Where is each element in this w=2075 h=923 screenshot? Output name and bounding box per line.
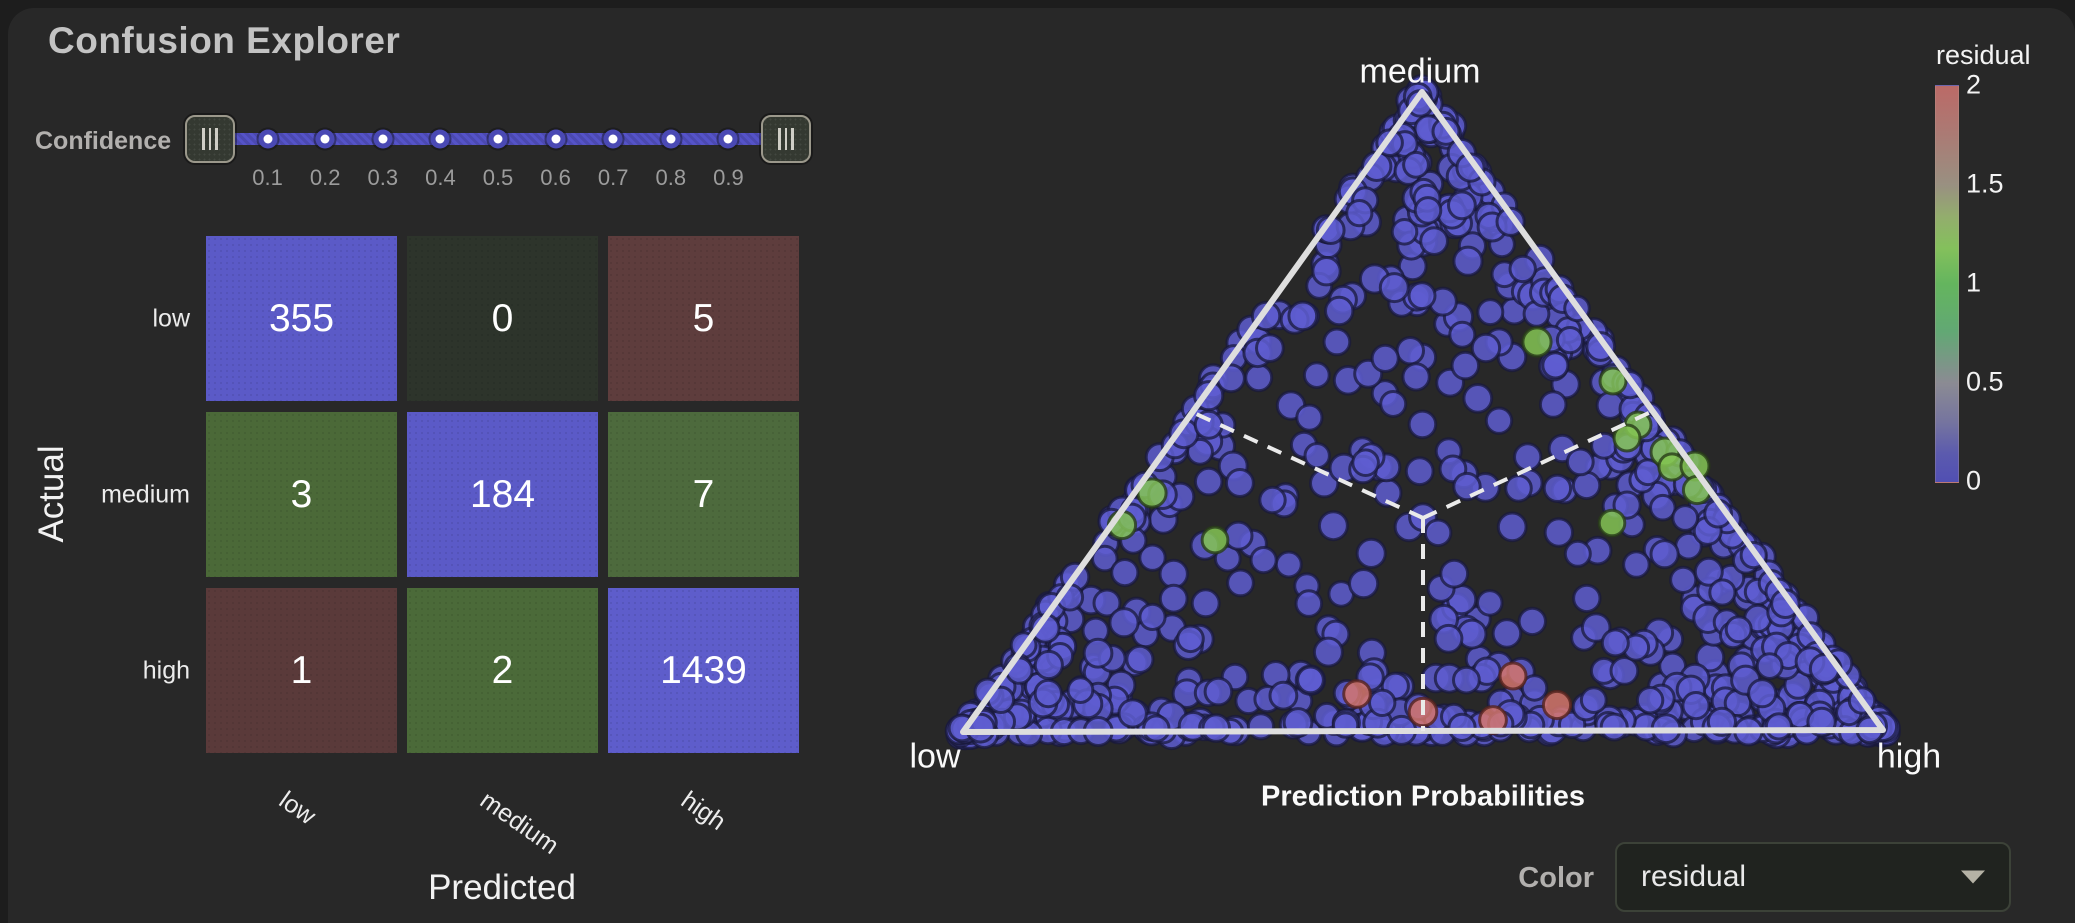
slider-tick-label: 0.2: [309, 165, 341, 190]
matrix-cell[interactable]: 5: [608, 236, 799, 401]
color-select-value: residual: [1641, 860, 1747, 893]
matrix-cell[interactable]: 7: [608, 412, 799, 577]
matrix-row-label: medium: [101, 480, 190, 508]
matrix-cell[interactable]: 184: [407, 412, 598, 577]
matrix-x-title: Predicted: [428, 868, 576, 907]
matrix-row-label: low: [152, 304, 190, 332]
colorbar-title: residual: [1936, 40, 2031, 70]
matrix-cell[interactable]: 1439: [608, 588, 799, 753]
slider-dot: [551, 134, 561, 144]
slider-dot: [435, 134, 445, 144]
ternary-vertex-label-high: high: [1876, 737, 1942, 776]
slider-tick-label: 0.5: [482, 165, 514, 190]
matrix-cell[interactable]: 0: [407, 236, 598, 401]
color-select-label: Color: [1518, 862, 1594, 894]
page-title: Confusion Explorer: [48, 20, 401, 61]
slider-dot: [378, 134, 388, 144]
slider-handle-right[interactable]: [761, 115, 811, 163]
confidence-slider-label: Confidence: [35, 127, 172, 155]
slider-tick-label: 0.6: [540, 165, 571, 190]
matrix-y-title: Actual: [32, 445, 71, 543]
matrix-cell[interactable]: 1: [206, 588, 397, 753]
colorbar-tick-label: 1: [1966, 267, 1982, 298]
colorbar-gradient: [1935, 85, 1959, 483]
slider-dot: [320, 134, 330, 144]
colorbar-tick-label: 2: [1966, 69, 1982, 100]
slider-dot: [608, 134, 618, 144]
colorbar-tick-label: 1.5: [1966, 168, 2004, 199]
slider-dot: [666, 134, 676, 144]
ternary-title: Prediction Probabilities: [1261, 780, 1585, 813]
ternary-vertex-label-low: low: [909, 737, 961, 776]
slider-dot: [723, 134, 733, 144]
slider-tick-label: 0.9: [713, 165, 744, 190]
colorbar-tick-label: 0.5: [1966, 366, 2004, 397]
chevron-down-icon: [1961, 870, 1985, 884]
matrix-row-label: high: [142, 656, 190, 684]
colorbar-tick-label: 0: [1966, 465, 1982, 496]
ternary-vertex-label-medium: medium: [1359, 52, 1481, 91]
slider-tick-label: 0.7: [597, 165, 629, 190]
slider-tick-label: 0.4: [425, 165, 456, 190]
slider-tick-label: 0.1: [252, 165, 283, 190]
slider-handle-left[interactable]: [185, 115, 235, 163]
slider-tick-label: 0.3: [367, 165, 399, 190]
slider-dot: [263, 134, 273, 144]
slider-tick-label: 0.8: [655, 165, 687, 190]
color-select[interactable]: residual: [1615, 842, 2011, 912]
matrix-cell[interactable]: 355: [206, 236, 397, 401]
matrix-cell[interactable]: 3: [206, 412, 397, 577]
slider-dot: [493, 134, 503, 144]
matrix-cell[interactable]: 2: [407, 588, 598, 753]
